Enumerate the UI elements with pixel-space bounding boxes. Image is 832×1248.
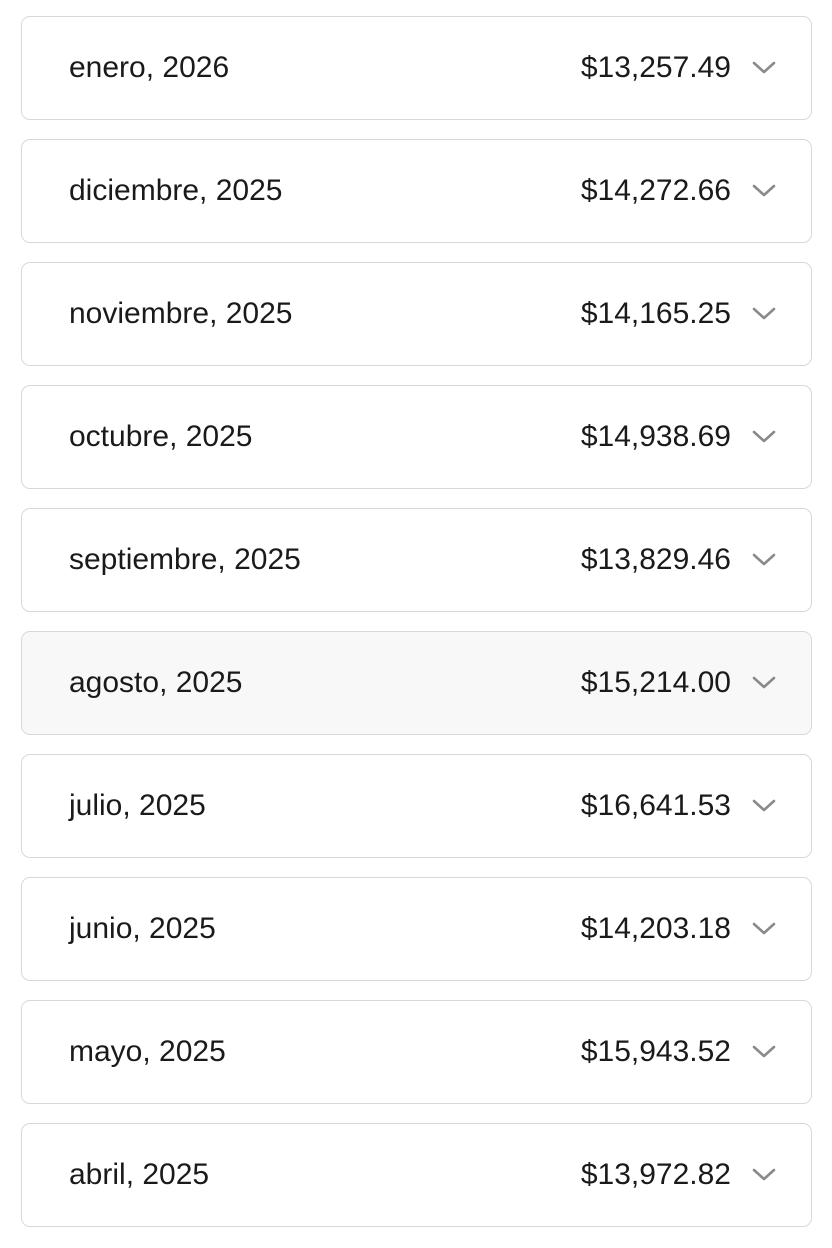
month-label: junio, 2025 [69, 912, 216, 945]
chevron-down-icon[interactable] [751, 552, 777, 568]
month-accordion-row[interactable]: mayo, 2025 $15,943.52 [21, 1000, 812, 1104]
month-accordion-row[interactable]: noviembre, 2025 $14,165.25 [21, 262, 812, 366]
chevron-down-icon[interactable] [751, 429, 777, 445]
month-accordion-row[interactable]: diciembre, 2025 $14,272.66 [21, 139, 812, 243]
month-total: $14,165.25 [580, 297, 731, 330]
chevron-down-icon[interactable] [751, 1167, 777, 1183]
month-accordion-row[interactable]: enero, 2026 $13,257.49 [21, 16, 812, 120]
month-total: $16,641.53 [580, 789, 731, 822]
month-total: $14,203.18 [580, 912, 731, 945]
month-accordion-row[interactable]: julio, 2025 $16,641.53 [21, 754, 812, 858]
month-label: octubre, 2025 [69, 420, 253, 453]
chevron-down-icon[interactable] [751, 306, 777, 322]
month-label: diciembre, 2025 [69, 174, 283, 207]
month-label: mayo, 2025 [69, 1035, 226, 1068]
chevron-down-icon[interactable] [751, 798, 777, 814]
month-label: septiembre, 2025 [69, 543, 301, 576]
chevron-down-icon[interactable] [751, 183, 777, 199]
month-label: enero, 2026 [69, 51, 230, 84]
month-label: noviembre, 2025 [69, 297, 293, 330]
chevron-down-icon[interactable] [751, 675, 777, 691]
month-total: $13,829.46 [580, 543, 731, 576]
chevron-down-icon[interactable] [751, 1044, 777, 1060]
month-label: abril, 2025 [69, 1158, 210, 1191]
month-accordion-row[interactable]: abril, 2025 $13,972.82 [21, 1123, 812, 1227]
month-total: $15,943.52 [580, 1035, 731, 1068]
month-accordion-row[interactable]: agosto, 2025 $15,214.00 [21, 631, 812, 735]
month-label: agosto, 2025 [69, 666, 243, 699]
month-total: $15,214.00 [580, 666, 731, 699]
month-total: $13,257.49 [580, 51, 731, 84]
month-total: $14,938.69 [580, 420, 731, 453]
month-total: $14,272.66 [580, 174, 731, 207]
chevron-down-icon[interactable] [751, 60, 777, 76]
monthly-summary-list: enero, 2026 $13,257.49 diciembre, 2025 $… [21, 16, 812, 1246]
month-accordion-row[interactable]: octubre, 2025 $14,938.69 [21, 385, 812, 489]
month-label: julio, 2025 [69, 789, 206, 822]
month-accordion-row[interactable]: septiembre, 2025 $13,829.46 [21, 508, 812, 612]
month-accordion-row[interactable]: junio, 2025 $14,203.18 [21, 877, 812, 981]
chevron-down-icon[interactable] [751, 921, 777, 937]
month-total: $13,972.82 [580, 1158, 731, 1191]
